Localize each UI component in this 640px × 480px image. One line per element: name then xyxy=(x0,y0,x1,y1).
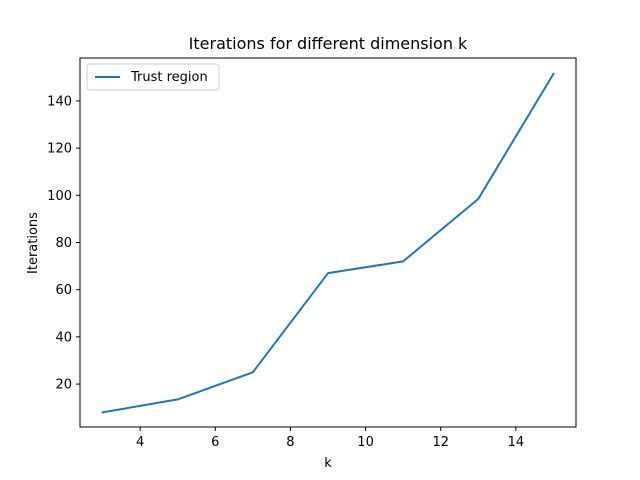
x-axis-ticks: 4 6 8 10 12 14 xyxy=(136,427,524,450)
x-tick-label: 4 xyxy=(136,435,144,450)
series-line-trust-region xyxy=(101,72,555,414)
legend: Trust region xyxy=(86,63,220,91)
y-axis-ticks: 20 40 60 80 100 120 140 xyxy=(47,94,80,393)
series-layer xyxy=(101,72,555,414)
y-tick-label: 20 xyxy=(55,378,72,393)
x-tick-label: 6 xyxy=(211,435,219,450)
legend-box xyxy=(86,63,220,91)
y-tick-label: 140 xyxy=(47,94,72,109)
x-tick-label: 10 xyxy=(357,435,374,450)
x-tick-label: 12 xyxy=(432,435,449,450)
y-tick-label: 100 xyxy=(47,189,72,204)
plot-background xyxy=(80,58,576,427)
legend-label-trust-region: Trust region xyxy=(130,70,208,85)
y-tick-label: 60 xyxy=(55,283,72,298)
y-tick-label: 120 xyxy=(47,142,72,157)
y-axis-label: Iterations xyxy=(26,212,41,274)
plot-frame xyxy=(79,57,577,428)
y-tick-label: 40 xyxy=(55,330,72,345)
chart-title: Iterations for different dimension k xyxy=(189,34,468,53)
x-axis-label: k xyxy=(324,456,332,471)
x-tick-label: 8 xyxy=(286,435,294,450)
x-tick-label: 14 xyxy=(508,435,525,450)
plot-area: 4 6 8 10 12 14 20 40 60 80 100 120 140 xyxy=(47,57,577,450)
y-tick-label: 80 xyxy=(55,236,72,251)
